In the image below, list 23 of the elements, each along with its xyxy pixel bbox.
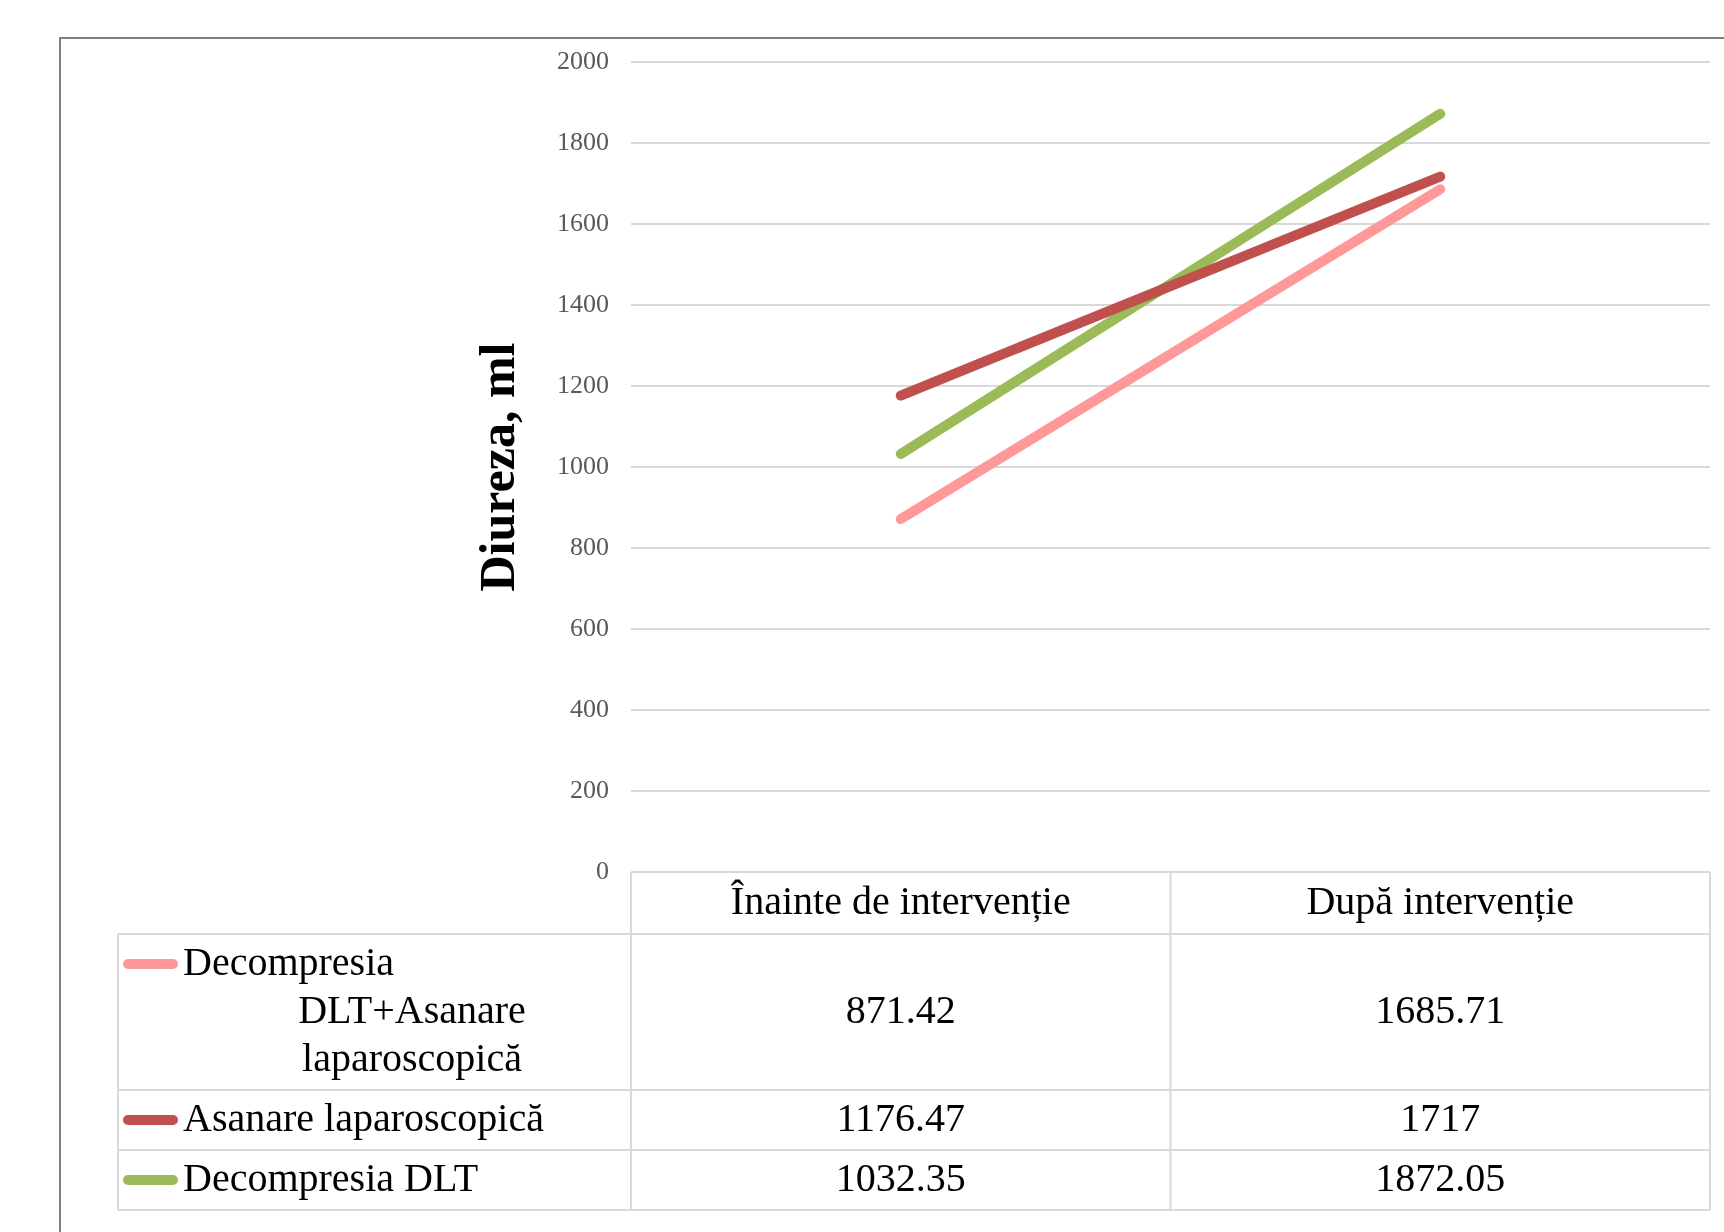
data-label: 1176.47	[836, 1094, 966, 1140]
data-label: 871.42	[845, 986, 956, 1032]
y-axis-title: Diureza, ml	[468, 342, 525, 592]
legend-label: Decompresia DLT	[182, 1154, 479, 1200]
legend-label: Decompresia DLT+Asanare laparoscopică	[183, 938, 526, 1080]
y-tick-label: 0	[596, 855, 609, 885]
y-tick-label: 1200	[557, 369, 609, 399]
y-tick-label: 600	[570, 612, 609, 642]
y-tick-label: 1400	[557, 288, 609, 318]
data-label: 1872.05	[1375, 1154, 1506, 1200]
y-tick-label: 1000	[557, 450, 609, 480]
legend-label: Asanare laparoscopică	[183, 1094, 545, 1140]
y-tick-label: 200	[570, 774, 609, 804]
y-tick-label: 1600	[557, 207, 609, 237]
y-tick-label: 400	[570, 693, 609, 723]
data-label: 1032.35	[835, 1154, 966, 1200]
data-label: 1685.71	[1375, 986, 1506, 1032]
x-tick-label: După intervenție	[1306, 877, 1575, 923]
y-tick-label: 1800	[557, 126, 609, 156]
data-label: 1717	[1400, 1094, 1481, 1140]
y-tick-label: 2000	[557, 45, 609, 75]
y-tick-label: 800	[570, 531, 609, 561]
x-tick-label: Înainte de intervenție	[730, 877, 1071, 923]
